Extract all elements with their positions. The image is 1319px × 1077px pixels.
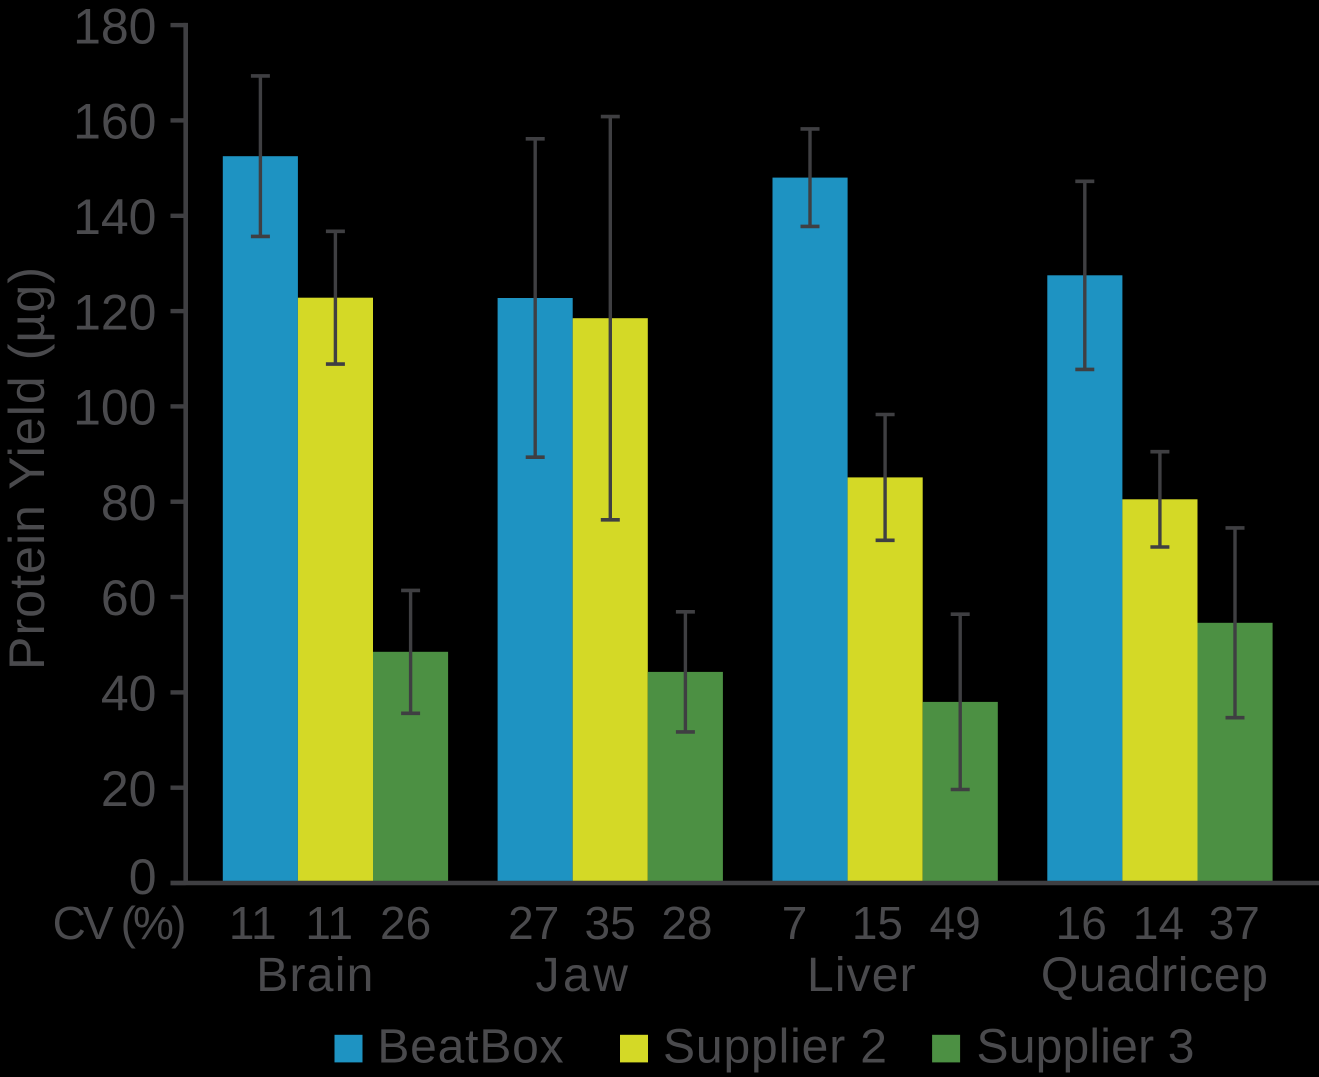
svg-text:140: 140 (73, 189, 156, 245)
svg-text:27: 27 (508, 897, 559, 949)
svg-text:Quadricep: Quadricep (1041, 949, 1268, 1002)
svg-text:180: 180 (73, 0, 156, 54)
svg-text:Jaw: Jaw (535, 949, 628, 1002)
svg-text:Supplier 3: Supplier 3 (977, 1021, 1195, 1074)
svg-text:11: 11 (229, 897, 277, 949)
svg-text:26: 26 (380, 897, 431, 949)
svg-text:16: 16 (1056, 897, 1107, 949)
svg-text:160: 160 (73, 94, 156, 150)
svg-text:35: 35 (585, 897, 636, 949)
svg-text:37: 37 (1209, 897, 1260, 949)
svg-text:0: 0 (129, 849, 157, 905)
svg-text:60: 60 (101, 570, 157, 626)
svg-text:100: 100 (73, 380, 156, 436)
svg-text:120: 120 (73, 284, 156, 340)
svg-text:15: 15 (852, 897, 903, 949)
svg-text:7: 7 (782, 897, 808, 949)
svg-text:11: 11 (305, 897, 353, 949)
svg-text:Brain: Brain (256, 949, 373, 1002)
svg-text:14: 14 (1133, 897, 1184, 949)
svg-text:CV (%): CV (%) (53, 897, 187, 949)
svg-text:BeatBox: BeatBox (377, 1021, 563, 1074)
svg-text:49: 49 (930, 897, 981, 949)
svg-text:Supplier 2: Supplier 2 (663, 1021, 887, 1074)
svg-text:28: 28 (661, 897, 712, 949)
svg-text:80: 80 (101, 475, 157, 531)
svg-text:Protein Yield (µg): Protein Yield (µg) (0, 267, 55, 670)
svg-text:Liver: Liver (807, 949, 916, 1002)
svg-text:20: 20 (101, 761, 157, 817)
svg-text:40: 40 (101, 666, 157, 722)
